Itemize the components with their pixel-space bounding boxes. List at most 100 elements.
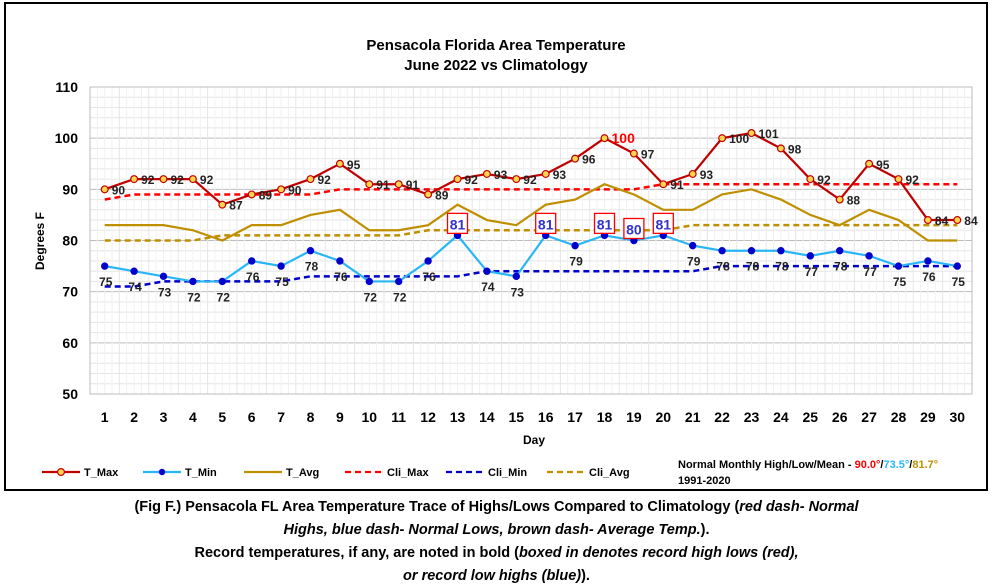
- caption-line4-italic: or record low highs (blue): [403, 568, 582, 584]
- x-tick-label: 5: [218, 409, 226, 425]
- x-tick-label: 12: [420, 409, 436, 425]
- tmin-record-label: 81: [656, 216, 672, 232]
- tmin-record-label: 81: [597, 216, 613, 232]
- tmax-data-label: 96: [582, 153, 596, 167]
- x-tick-label: 30: [950, 409, 966, 425]
- x-tick-label: 25: [803, 409, 819, 425]
- x-tick-label: 1: [101, 409, 109, 425]
- tmax-marker: [100, 185, 109, 194]
- tmax-data-label: 91: [406, 178, 420, 192]
- tmax-marker: [600, 134, 609, 143]
- tmin-data-label: 75: [893, 275, 907, 289]
- y-tick-label: 110: [55, 79, 78, 95]
- tmin-data-label: 78: [834, 260, 848, 274]
- y-tick-label: 90: [62, 181, 78, 197]
- tmax-data-label: 100: [729, 132, 749, 146]
- tmax-marker: [218, 200, 227, 209]
- tmin-marker: [424, 257, 432, 265]
- normals-label: Normal Monthly High/Low/Mean -: [678, 459, 855, 471]
- tmax-data-label: 92: [141, 173, 155, 187]
- tmin-data-label: 74: [128, 280, 142, 294]
- tmin-marker: [130, 267, 138, 275]
- tmin-marker: [512, 272, 520, 281]
- normals-low: 73.5°: [883, 459, 910, 471]
- tmax-data-label: 84: [935, 214, 949, 228]
- x-tick-label: 22: [714, 409, 730, 425]
- tmin-marker: [953, 262, 961, 270]
- y-tick-label: 70: [62, 284, 78, 300]
- tmax-data-label: 92: [906, 173, 920, 187]
- tmax-data-label: 97: [641, 148, 655, 162]
- tmax-data-label: 101: [759, 127, 779, 141]
- tmax-marker: [365, 180, 374, 189]
- tmax-data-label: 89: [435, 188, 449, 202]
- tmin-data-label: 76: [422, 270, 436, 284]
- tmin-data-label: 72: [217, 290, 231, 304]
- tmax-marker: [718, 134, 727, 143]
- tmin-marker: [806, 252, 814, 260]
- tmax-data-label: 93: [553, 168, 567, 182]
- tmax-data-label: 89: [259, 188, 273, 202]
- x-tick-label: 17: [567, 409, 583, 425]
- x-tick-label: 10: [362, 409, 378, 425]
- x-tick-label: 16: [538, 409, 554, 425]
- tmax-data-label: 87: [229, 199, 243, 213]
- tmax-data-label: 88: [847, 194, 861, 208]
- tmax-marker: [394, 180, 403, 189]
- x-tick-label: 21: [685, 409, 701, 425]
- tmin-marker: [159, 272, 168, 281]
- tmin-marker: [571, 241, 579, 250]
- series-line-t-min: [104, 233, 958, 283]
- tmin-data-label: 79: [569, 255, 583, 269]
- x-tick-label: 19: [626, 409, 642, 425]
- tmax-data-label: 93: [700, 168, 714, 182]
- tmax-marker: [571, 154, 580, 163]
- tmin-marker: [483, 267, 491, 275]
- record-box: [652, 212, 674, 235]
- tmax-marker: [453, 175, 462, 184]
- tmin-marker: [218, 277, 227, 286]
- legend-marker: [56, 468, 65, 477]
- tmin-marker: [718, 247, 726, 255]
- y-axis-label: Degrees F: [33, 212, 47, 270]
- caption-line1: (Fig F.) Pensacola FL Area Temperature T…: [134, 499, 740, 515]
- figure-caption: (Fig F.) Pensacola FL Area Temperature T…: [0, 496, 993, 588]
- tmin-marker: [336, 257, 344, 265]
- tmax-data-label: 92: [817, 173, 831, 187]
- chart-title: Pensacola Florida Area Temperature: [366, 37, 625, 54]
- tmin-data-label: 75: [275, 275, 289, 289]
- record-box: [593, 212, 616, 235]
- tmax-data-label: 90: [288, 183, 302, 197]
- tmin-record-label: 81: [538, 216, 554, 232]
- normals-period: 1991-2020: [678, 475, 731, 487]
- legend-label-t-avg: T_Avg: [286, 467, 319, 479]
- tmin-data-label: 77: [805, 265, 819, 279]
- tmin-record-label: 80: [626, 222, 642, 238]
- tmax-marker: [776, 144, 785, 153]
- x-tick-label: 24: [773, 409, 789, 425]
- tmax-data-label: 91: [670, 178, 684, 192]
- plot-border: [89, 86, 973, 395]
- tmin-data-label: 75: [952, 275, 966, 289]
- chart-frame: Pensacola Florida Area Temperature June 2…: [4, 2, 988, 491]
- series-line-cli-min: [104, 264, 958, 288]
- tmax-data-label: 92: [171, 173, 185, 187]
- series-line-cli-avg: [104, 223, 958, 242]
- tmax-data-label: 91: [376, 178, 390, 192]
- tmin-marker: [306, 247, 315, 255]
- tmax-marker: [130, 175, 139, 184]
- tmax-marker: [923, 216, 932, 225]
- tmax-data-label: 100: [612, 130, 636, 146]
- normals-mean: 81.7°: [912, 459, 939, 471]
- legend-label-cli-min: Cli_Min: [488, 467, 527, 479]
- tmax-marker: [894, 175, 903, 184]
- tmin-data-label: 73: [158, 285, 172, 299]
- x-tick-label: 3: [160, 409, 168, 425]
- chart-subtitle: June 2022 vs Climatology: [404, 57, 588, 74]
- tmin-marker: [689, 241, 697, 250]
- caption-line2-end: ).: [700, 522, 710, 538]
- legend-label-t-min: T_Min: [185, 467, 217, 479]
- x-tick-label: 6: [248, 409, 256, 425]
- tmax-data-label: 92: [523, 173, 537, 187]
- tmax-marker: [188, 175, 197, 184]
